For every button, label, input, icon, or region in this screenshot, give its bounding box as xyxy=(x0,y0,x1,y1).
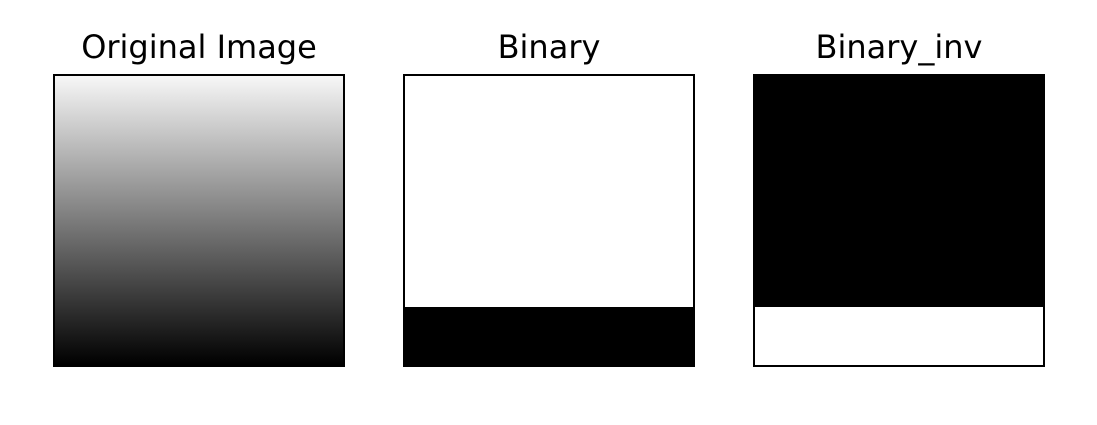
panel-title-binary: Binary xyxy=(497,28,601,66)
binary-inv-lower-region xyxy=(755,307,1043,365)
binary-image xyxy=(403,74,695,367)
original-image xyxy=(53,74,345,367)
grayscale-gradient xyxy=(55,76,343,365)
binary-upper-region xyxy=(405,76,693,308)
binary-inv-upper-region xyxy=(755,76,1043,308)
panel-title-original: Original Image xyxy=(81,28,317,66)
binary-inv-image xyxy=(753,74,1045,367)
binary-lower-region xyxy=(405,307,693,365)
panel-title-binary-inv: Binary_inv xyxy=(815,28,983,66)
